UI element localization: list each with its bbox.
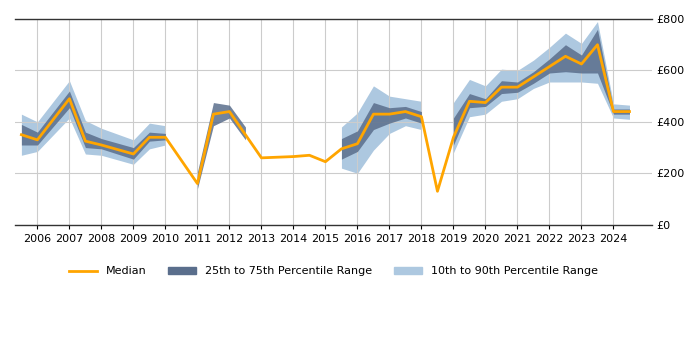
Legend: Median, 25th to 75th Percentile Range, 10th to 90th Percentile Range: Median, 25th to 75th Percentile Range, 1…: [64, 262, 603, 281]
